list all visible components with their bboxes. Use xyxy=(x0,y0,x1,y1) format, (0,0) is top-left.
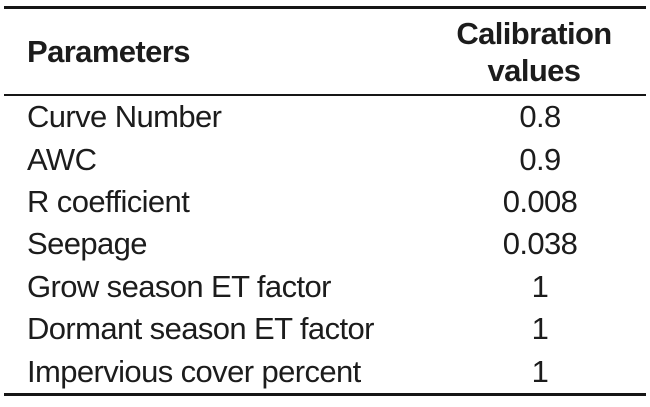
calibration-value: 1 xyxy=(531,268,549,304)
calibration-value: 0.8 xyxy=(519,99,561,135)
calibration-value: 0.038 xyxy=(502,226,578,262)
parameter-name: Impervious cover percent xyxy=(27,353,361,389)
parameter-name: AWC xyxy=(27,141,97,177)
parameter-name: Dormant season ET factor xyxy=(27,311,374,347)
table-row: AWC 0.9 xyxy=(4,138,646,180)
calibration-value: 1 xyxy=(531,311,549,347)
parameter-name: Seepage xyxy=(27,226,148,262)
parameter-name: R coefficient xyxy=(27,183,190,219)
parameters-column-header: Parameters xyxy=(27,33,191,69)
calibration-parameters-table: Parameters Calibration values Curve Numb… xyxy=(4,6,646,396)
table-row: Curve Number 0.8 xyxy=(4,96,646,138)
table-header-row: Parameters Calibration values xyxy=(4,9,646,96)
calibration-value: 1 xyxy=(531,353,549,389)
calibration-value: 0.008 xyxy=(502,183,578,219)
table-row: R coefficient 0.008 xyxy=(4,181,646,223)
calibration-values-column-header: Calibration values xyxy=(456,15,612,88)
table-row: Impervious cover percent 1 xyxy=(4,350,646,392)
table-row: Dormant season ET factor 1 xyxy=(4,308,646,350)
calibration-value: 0.9 xyxy=(519,141,561,177)
table-row: Grow season ET factor 1 xyxy=(4,266,646,308)
parameter-name: Curve Number xyxy=(27,99,222,135)
table-row: Seepage 0.038 xyxy=(4,223,646,265)
parameter-name: Grow season ET factor xyxy=(27,268,331,304)
